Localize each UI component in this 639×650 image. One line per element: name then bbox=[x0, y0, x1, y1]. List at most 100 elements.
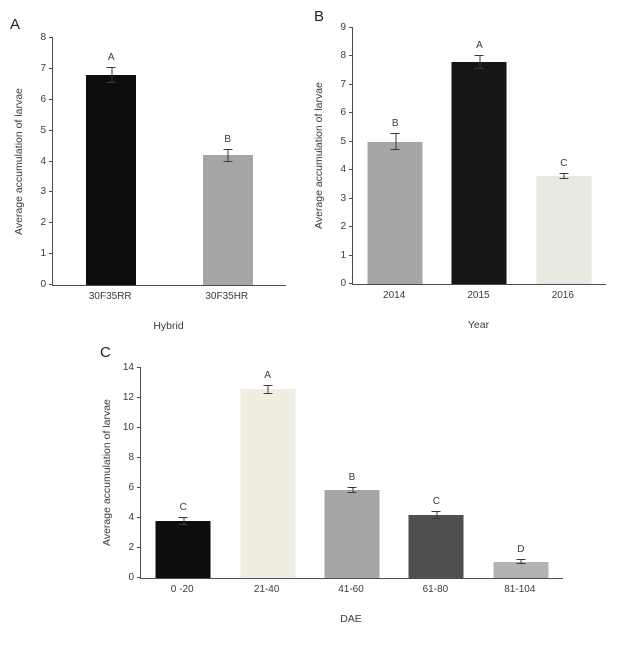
bar bbox=[240, 389, 296, 578]
bar bbox=[86, 75, 137, 285]
plot-area: C A B C D bbox=[141, 368, 563, 578]
x-axis-title: Hybrid bbox=[153, 320, 184, 332]
plot-frame: C A B C D 0 2 4 6 8 10 12 14 bbox=[123, 363, 563, 583]
plot-area: B A C bbox=[353, 28, 606, 284]
x-tick-label: 81-104 bbox=[504, 584, 536, 595]
y-tick-label: 0 bbox=[128, 572, 134, 583]
significance-letter: D bbox=[517, 544, 525, 556]
x-axis-title: DAE bbox=[340, 613, 362, 625]
y-tick-mark bbox=[349, 197, 353, 199]
y-tick-label: 1 bbox=[40, 248, 46, 260]
error-bar bbox=[347, 486, 357, 493]
y-tick-mark bbox=[349, 112, 353, 114]
bar bbox=[155, 521, 211, 578]
bar-group: D bbox=[479, 368, 563, 578]
y-tick-label: 6 bbox=[340, 107, 346, 119]
bar-group: A bbox=[53, 38, 170, 285]
y-tick-mark bbox=[349, 226, 353, 228]
y-tick-mark bbox=[349, 283, 353, 284]
significance-letter: C bbox=[179, 502, 187, 514]
bar bbox=[493, 561, 549, 578]
y-tick-label: 2 bbox=[340, 221, 346, 233]
y-tick-mark bbox=[137, 427, 141, 428]
y-tick-mark bbox=[137, 457, 141, 458]
y-tick-mark bbox=[349, 140, 353, 142]
x-tick-label: 30F35HR bbox=[205, 291, 249, 302]
error-bar bbox=[263, 384, 273, 394]
x-tick-label: 41-60 bbox=[338, 584, 364, 595]
plot-column: B A C 0 1 2 3 4 5 6 7 8 9 2014 2015 2016 Year bbox=[340, 23, 606, 331]
y-tick-label: 3 bbox=[340, 192, 346, 204]
x-tick-label: 0 -20 bbox=[170, 584, 194, 595]
significance-letter: C bbox=[432, 496, 441, 508]
error-bar bbox=[431, 511, 441, 519]
y-tick-label: 9 bbox=[340, 22, 346, 33]
bar bbox=[202, 155, 253, 285]
significance-letter: C bbox=[560, 157, 568, 169]
y-tick-mark bbox=[49, 67, 53, 69]
x-tick-label: 2015 bbox=[467, 290, 490, 301]
bar bbox=[451, 62, 507, 284]
significance-letter: B bbox=[224, 134, 232, 146]
bar bbox=[408, 515, 464, 578]
bar-group: A bbox=[437, 28, 521, 284]
bar bbox=[536, 175, 592, 284]
y-tick-mark bbox=[349, 169, 353, 171]
y-tick-mark bbox=[49, 37, 53, 38]
y-tick-label: 10 bbox=[122, 422, 134, 433]
significance-letter: B bbox=[348, 471, 356, 483]
x-tick-label: 2014 bbox=[383, 290, 406, 301]
plot-frame: B A C 0 1 2 3 4 5 6 7 8 9 bbox=[340, 23, 606, 289]
error-bar bbox=[390, 133, 400, 151]
y-tick-label: 1 bbox=[340, 249, 346, 261]
error-bar bbox=[559, 172, 569, 180]
bar-group: C bbox=[394, 368, 478, 578]
significance-letter: B bbox=[391, 118, 399, 130]
chart-year: B Average accumulation of larvae B A C 0 1 2… bbox=[312, 8, 632, 332]
x-tick-labels: 30F35RR 30F35HR bbox=[52, 291, 285, 302]
y-tick-label: 4 bbox=[40, 155, 46, 167]
x-axis-title: Year bbox=[467, 319, 490, 331]
y-tick-mark bbox=[349, 55, 353, 57]
error-bar bbox=[516, 559, 526, 564]
bar bbox=[367, 141, 423, 284]
error-bar bbox=[474, 55, 484, 70]
y-tick-mark bbox=[49, 98, 53, 100]
y-tick-label: 8 bbox=[40, 32, 46, 43]
y-tick-label: 2 bbox=[40, 217, 46, 229]
y-tick-mark bbox=[137, 577, 141, 578]
significance-letter: A bbox=[107, 52, 115, 64]
plot-column: C A B C D 0 2 4 6 8 10 12 14 0 -20 21-40 41-60 61-80 81… bbox=[123, 363, 563, 625]
y-tick-label: 8 bbox=[340, 50, 346, 62]
y-tick-label: 5 bbox=[40, 124, 46, 136]
y-tick-mark bbox=[137, 397, 141, 398]
panel-label-b: B bbox=[314, 8, 325, 25]
y-tick-label: 6 bbox=[128, 482, 134, 493]
chart-body: Average accumulation of larvae C A B C D 0 2 4… bbox=[100, 363, 639, 625]
y-tick-label: 12 bbox=[122, 392, 134, 403]
y-tick-label: 2 bbox=[128, 542, 134, 553]
y-tick-label: 7 bbox=[340, 78, 346, 90]
x-tick-labels: 0 -20 21-40 41-60 61-80 81-104 bbox=[140, 584, 562, 595]
x-tick-label: 30F35RR bbox=[88, 291, 132, 302]
y-tick-mark bbox=[349, 254, 353, 256]
chart-body: Average accumulation of larvae B A C 0 1 2 3 4… bbox=[312, 23, 632, 331]
y-tick-label: 5 bbox=[340, 135, 346, 147]
panel-label-c: C bbox=[100, 344, 111, 361]
y-tick-mark bbox=[137, 367, 141, 368]
x-tick-labels: 2014 2015 2016 bbox=[352, 290, 605, 301]
bottom-row: C Average accumulation of larvae C A B C D 0… bbox=[0, 332, 639, 625]
y-axis-title: Average accumulation of larvae bbox=[313, 82, 325, 230]
y-tick-label: 4 bbox=[340, 164, 346, 176]
y-axis-title: Average accumulation of larvae bbox=[101, 399, 113, 547]
y-tick-label: 4 bbox=[128, 512, 134, 523]
y-tick-label: 14 bbox=[122, 362, 134, 373]
y-tick-mark bbox=[49, 191, 53, 193]
significance-letter: A bbox=[476, 40, 483, 52]
y-tick-label: 7 bbox=[40, 62, 46, 74]
